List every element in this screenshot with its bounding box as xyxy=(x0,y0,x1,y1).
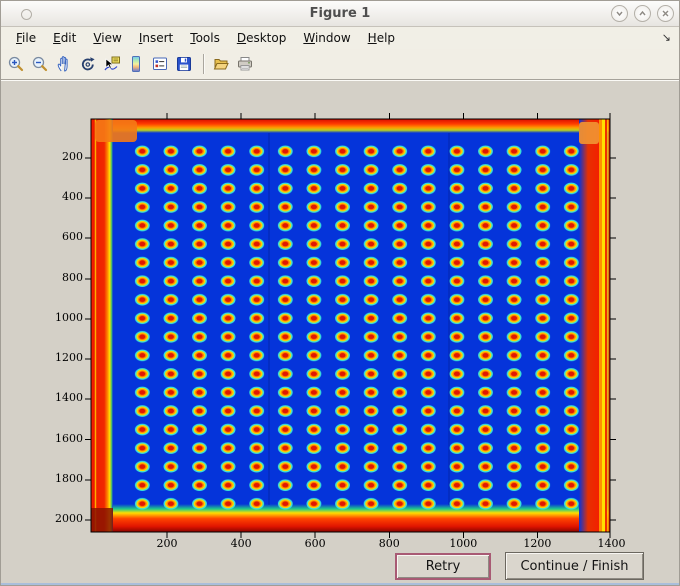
insert-legend-button[interactable] xyxy=(148,51,172,77)
chevron-up-icon xyxy=(639,10,646,16)
y-tick-label: 200 xyxy=(62,150,83,163)
window-bottom-edge xyxy=(1,583,679,585)
save-icon xyxy=(177,57,191,71)
retry-button[interactable]: Retry xyxy=(395,553,491,580)
legend-icon xyxy=(153,57,167,70)
maximize-window-button[interactable] xyxy=(634,5,651,22)
y-tick-label: 1800 xyxy=(55,471,83,485)
spot-array xyxy=(128,142,586,513)
menu-item[interactable]: Insert xyxy=(138,31,174,45)
colorbar-icon xyxy=(132,56,140,72)
panel-seams xyxy=(268,133,450,505)
x-tick-label: 800 xyxy=(378,537,400,550)
menu-item[interactable]: Desktop xyxy=(236,31,287,45)
y-tick-label: 1400 xyxy=(55,391,83,405)
toolbar-separator xyxy=(203,54,204,74)
chevron-down-icon xyxy=(616,11,623,17)
tick-marks xyxy=(85,113,616,538)
zoom-out-button[interactable] xyxy=(28,51,52,77)
plate-left-band xyxy=(91,119,113,532)
pan-hand-icon xyxy=(57,56,68,72)
x-tick-label: 200 xyxy=(156,537,178,550)
titlebar[interactable]: Figure 1 xyxy=(1,1,679,27)
y-tick-label: 800 xyxy=(62,270,83,284)
menubar: ↘ File Edit View Insert Tools Desktop Window He… xyxy=(1,27,679,49)
plate-right-stripe-orange xyxy=(599,119,602,532)
close-window-button[interactable] xyxy=(657,5,674,22)
window-menu-icon[interactable] xyxy=(21,9,32,20)
insert-colorbar-button[interactable] xyxy=(124,51,148,77)
plate-topright-patch xyxy=(579,122,599,144)
save-figure-button[interactable] xyxy=(172,51,196,77)
print-figure-button[interactable] xyxy=(233,51,257,77)
axes-frame xyxy=(90,118,611,533)
plate-top-band xyxy=(91,119,610,133)
window-title: Figure 1 xyxy=(309,6,371,21)
plate-right-stripe-yellow xyxy=(602,119,605,532)
menu-item[interactable]: Help xyxy=(367,31,396,45)
y-tick-label: 400 xyxy=(62,190,83,204)
data-cursor-icon xyxy=(104,56,120,71)
y-tick-label: 1200 xyxy=(55,351,83,365)
toolbar xyxy=(1,49,679,79)
y-tick-label: 1000 xyxy=(55,310,83,324)
x-tick-label: 1400 xyxy=(597,537,626,550)
continue-finish-button[interactable]: Continue / Finish xyxy=(505,552,644,580)
x-tick-label: 1200 xyxy=(523,537,552,550)
open-folder-icon xyxy=(213,59,229,70)
plate-right-stripe-yellow2 xyxy=(607,119,609,532)
rotate-3d-icon xyxy=(81,57,95,71)
zoom-in-icon xyxy=(8,56,24,72)
open-file-button[interactable] xyxy=(209,51,233,77)
window-controls xyxy=(611,5,674,22)
printer-icon xyxy=(238,57,252,71)
menu-item[interactable]: Tools xyxy=(190,31,220,45)
pan-button[interactable] xyxy=(52,51,76,77)
menu-item[interactable]: Edit xyxy=(53,31,77,45)
plot-axes-image[interactable] xyxy=(81,109,621,546)
plate-bottomleft-patch xyxy=(91,508,113,532)
menu-overflow-arrow[interactable]: ↘ xyxy=(661,32,671,44)
zoom-out-icon xyxy=(32,56,48,72)
data-cursor-button[interactable] xyxy=(100,51,124,77)
shade-window-button[interactable] xyxy=(611,5,628,22)
menu-item[interactable]: View xyxy=(93,31,122,45)
plate-right-edge-red xyxy=(608,119,610,532)
menu-item[interactable]: Window xyxy=(303,31,351,45)
x-tick-label: 400 xyxy=(230,537,252,550)
menu-item[interactable]: File xyxy=(16,31,37,45)
rotate-3d-button[interactable] xyxy=(76,51,100,77)
close-icon xyxy=(662,10,669,17)
y-tick-label: 1600 xyxy=(55,431,83,445)
zoom-in-button[interactable] xyxy=(4,51,28,77)
y-tick-label: 2000 xyxy=(55,511,83,525)
y-tick-label: 600 xyxy=(62,230,83,244)
x-tick-label: 1000 xyxy=(449,537,478,550)
x-tick-label: 600 xyxy=(304,537,326,550)
plate-topleft-patch xyxy=(95,120,137,142)
plate-right-stripe-red xyxy=(605,119,608,532)
